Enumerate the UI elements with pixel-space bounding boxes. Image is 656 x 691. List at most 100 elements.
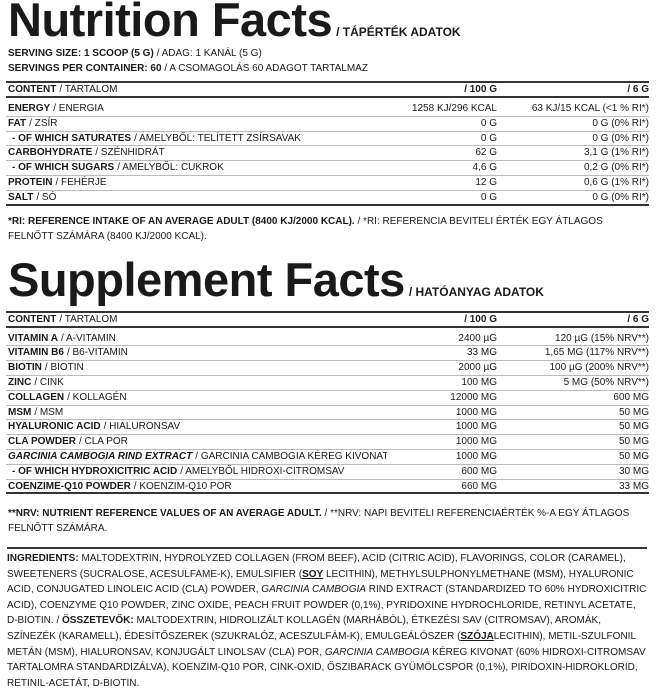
table-row: - OF WHICH SUGARS / AMELYBŐL: CUKROK 4,6 G… (6, 161, 649, 176)
value-serving: 0 G (0% RI*) (592, 117, 649, 129)
row-name: VITAMIN A / A-VITAMIN (6, 332, 387, 346)
ingredients: INGREDIENTS: MALTODEXTRIN, HYDROLYZED CO… (7, 547, 647, 691)
note-en: *RI: REFERENCE INTAKE OF AN AVERAGE ADUL… (8, 215, 355, 227)
header-en: CONTENT (8, 84, 57, 95)
value-serving: 50 MG (618, 436, 649, 448)
value-serving: 30 MG (618, 465, 649, 477)
table-row: VITAMIN A / A-VITAMIN 2400 µG 120 µG (15% N… (6, 332, 649, 347)
nutrition-note: *RI: REFERENCE INTAKE OF AN AVERAGE ADUL… (8, 214, 648, 244)
name-hu: / CLA POR (78, 436, 128, 448)
name-hu: / AMELYBŐL: TELÍTETT ZSÍRSAVAK (134, 132, 301, 144)
name-hu: / MSM (34, 406, 64, 418)
name-hu: / SZÉNHIDRÁT (95, 147, 165, 159)
row-name: ENERGY / ENERGIA (6, 102, 387, 116)
name-en: ZINC (8, 376, 32, 388)
value-100g: 100 MG (461, 376, 497, 388)
supplement-table: CONTENT / TARTALOM/ 100 G/ 6 G VITAMIN A / … (6, 310, 649, 495)
value-100g: 0 G (480, 132, 497, 144)
header-col2: / 6 G (627, 84, 649, 95)
table-row: CLA POWDER / CLA POR 1000 MG 50 MG (6, 435, 649, 450)
name-en: COLLAGEN (8, 391, 65, 403)
row-name: PROTEIN / FEHÉRJE (6, 176, 387, 190)
table-row: FAT / ZSÍR 0 G 0 G (0% RI*) (6, 117, 649, 132)
value-100g: 1000 MG (455, 406, 497, 418)
table-row: MSM / MSM 1000 MG 50 MG (6, 406, 649, 421)
header-en: CONTENT (8, 313, 57, 325)
table-row: ZINC / CINK 100 MG 5 MG (50% NRV**) (6, 376, 649, 391)
serving-en: SERVINGS PER CONTAINER: 60 (8, 63, 162, 74)
row-name: CLA POWDER / CLA POR (6, 435, 387, 449)
table-row: HYALURONIC ACID / HIALURONSAV 1000 MG 50 MG (6, 420, 649, 436)
value-100g: 62 G (475, 147, 497, 159)
name-hu: / CINK (34, 376, 64, 388)
row-name: FAT / ZSÍR (6, 117, 387, 131)
nutrition-heading: Nutrition Facts / TÁPÉRTÉK ADATOK (8, 0, 656, 43)
note-en: **NRV: NUTRIENT REFERENCE VALUES OF AN A… (8, 508, 322, 520)
header-col2: / 6 G (627, 313, 649, 325)
serving-hu: / A CSOMAGOLÁS 60 ADAGOT TARTALMAZ (164, 63, 368, 74)
table-header: CONTENT / TARTALOM / 100 G / 6 G (6, 81, 649, 98)
serving-en: SERVING SIZE: 1 SCOOP (5 G) (8, 48, 154, 59)
value-serving: 1,65 MG (117% NRV**) (544, 347, 649, 359)
row-name: SALT / SÓ (6, 191, 387, 204)
ingredient-text: LECITHIN), METHYLSULPHONYLMETHANE (MSM),… (7, 568, 634, 596)
table-row: SALT / SÓ 0 G 0 G (0% RI*) (6, 191, 649, 206)
name-hu: / B6-VITAMIN (66, 347, 128, 359)
name-hu: / GARCINIA CAMBOGIA KÉREG KIVONAT (195, 450, 387, 462)
value-100g: 12 G (475, 176, 497, 188)
table-row: ENERGY / ENERGIA 1258 KJ/296 KCAL 63 KJ/15 … (6, 102, 649, 117)
value-100g: 12000 MG (450, 391, 497, 403)
supplement-heading: Supplement Facts / HATÓANYAG ADATOK (8, 256, 656, 303)
nutrition-table: CONTENT / TARTALOM / 100 G / 6 G ENERGY / ENE… (6, 81, 649, 206)
ingredient-text: MALTODEXTRIN, HYDROLYZED COLLAGEN (FROM … (7, 553, 626, 580)
name-en: MSM (8, 406, 32, 418)
row-name: BIOTIN / BIOTIN (6, 361, 387, 375)
row-name: - OF WHICH HYDROXICITRIC ACID / AMELYBŐL … (6, 465, 387, 479)
value-serving: 0,6 G (1% RI*) (583, 176, 649, 188)
ingredient-text: LECITHIN), METIL-SZULFONIL METÁN (MSM), … (7, 630, 636, 658)
name-en: - OF WHICH SUGARS (12, 162, 115, 174)
ingredient-text: MALTODEXTRIN, HIDROLIZÁLT KOLLAGÉN (MARH… (7, 615, 601, 642)
value-100g: 1000 MG (455, 436, 497, 448)
name-hu: / SÓ (36, 191, 57, 203)
name-en: PROTEIN (8, 176, 53, 188)
table-row: GARCINIA CAMBOGIA RIND EXTRACT / GARCINIA… (6, 450, 649, 465)
value-100g: 1258 KJ/296 KCAL (411, 103, 497, 114)
table-row: PROTEIN / FEHÉRJE 12 G 0,6 G (1% RI*) (6, 176, 649, 191)
header-name: CONTENT / TARTALOM (6, 83, 387, 96)
supplement-title: Supplement Facts (8, 252, 405, 306)
serving-line: SERVINGS PER CONTAINER: 60 / A CSOMAGOLÁ… (8, 61, 656, 76)
name-en: CARBOHYDRATE (8, 147, 93, 159)
header-hu: / TARTALOM (59, 313, 118, 325)
value-100g: 2400 µG (458, 332, 497, 344)
value-serving: 600 MG (613, 391, 649, 403)
row-name: COLLAGEN / KOLLAGÉN (6, 391, 387, 405)
value-100g: 1000 MG (455, 421, 497, 433)
value-serving: 5 MG (50% NRV**) (563, 376, 649, 388)
name-hu: / AMELYBŐL HIDROXI-CITROMSAV (180, 465, 345, 477)
name-en: BIOTIN (8, 362, 42, 374)
value-serving: 50 MG (618, 406, 649, 418)
row-name: ZINC / CINK (6, 376, 387, 390)
value-serving: 100 µG (200% NRV**) (549, 362, 649, 374)
value-100g: 4,6 G (472, 162, 497, 174)
name-en: VITAMIN B6 (8, 347, 64, 359)
table-header: CONTENT / TARTALOM / 100 G / 6 G (6, 310, 649, 328)
value-100g: 600 MG (461, 465, 497, 477)
name-hu: / ENERGIA (53, 103, 104, 114)
table-row: VITAMIN B6/ B6-VITAMIN 33 MG 1,65 MG (117%… (6, 346, 649, 362)
name-en: - OF WHICH SATURATES (12, 132, 132, 144)
supplement-subtitle: / HATÓANYAG ADATOK (408, 284, 544, 299)
row-name: CARBOHYDRATE / SZÉNHIDRÁT (6, 146, 387, 160)
table-row: - OF WHICH SATURATES / AMELYBŐL: TELÍTETT… (6, 132, 649, 147)
nutrition-title: Nutrition Facts (8, 0, 333, 46)
value-serving: 120 µG (15% NRV**) (555, 332, 649, 344)
ingredient-text: ÖSSZETEVŐK: (62, 615, 134, 627)
value-100g: 2000 µG (458, 362, 497, 374)
name-hu: / A-VITAMIN (61, 332, 116, 344)
name-en: COENZIME-Q10 POWDER (8, 480, 131, 492)
name-hu: / KOENZIM-Q10 POR (133, 480, 232, 492)
ingredient-text: RIND EXTRACT (STANDARDIZED TO 60% HYDROX… (7, 584, 647, 627)
ingredient-text: SZÓJA (460, 630, 494, 642)
